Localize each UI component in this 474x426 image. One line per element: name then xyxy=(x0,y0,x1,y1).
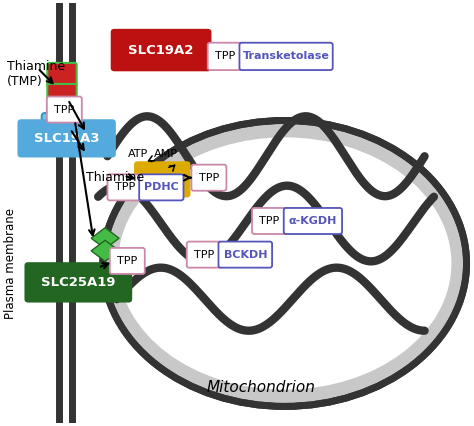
Text: AMP: AMP xyxy=(154,149,178,159)
Text: Mitochondrion: Mitochondrion xyxy=(207,380,316,395)
Text: Plasma membrane: Plasma membrane xyxy=(4,208,17,319)
FancyBboxPatch shape xyxy=(42,113,80,143)
FancyBboxPatch shape xyxy=(111,29,211,71)
FancyBboxPatch shape xyxy=(47,84,77,107)
FancyBboxPatch shape xyxy=(252,208,287,234)
FancyBboxPatch shape xyxy=(139,174,183,200)
FancyBboxPatch shape xyxy=(208,43,243,70)
FancyBboxPatch shape xyxy=(191,164,227,191)
Text: TPP: TPP xyxy=(194,250,214,259)
FancyBboxPatch shape xyxy=(239,43,333,70)
Text: Thiamine: Thiamine xyxy=(86,171,145,184)
FancyBboxPatch shape xyxy=(47,97,82,123)
Text: α-KGDH: α-KGDH xyxy=(289,216,337,226)
Text: TPP: TPP xyxy=(54,104,74,115)
Text: TPP: TPP xyxy=(199,173,219,183)
Text: TPP: TPP xyxy=(117,256,137,266)
FancyBboxPatch shape xyxy=(284,208,342,234)
Text: SLC25A19: SLC25A19 xyxy=(41,276,116,289)
Text: SLC19A2: SLC19A2 xyxy=(128,43,194,57)
FancyBboxPatch shape xyxy=(47,63,77,86)
Text: BCKDH: BCKDH xyxy=(224,250,267,259)
Polygon shape xyxy=(91,240,119,262)
FancyBboxPatch shape xyxy=(187,242,222,268)
Ellipse shape xyxy=(103,121,466,406)
Text: TPP: TPP xyxy=(259,216,280,226)
Text: Transketolase: Transketolase xyxy=(243,52,329,61)
FancyBboxPatch shape xyxy=(25,262,132,302)
FancyBboxPatch shape xyxy=(134,161,191,197)
Polygon shape xyxy=(91,228,119,249)
Text: Thiamine
(TMP): Thiamine (TMP) xyxy=(7,60,65,87)
Text: TPK1: TPK1 xyxy=(143,173,182,186)
FancyBboxPatch shape xyxy=(219,242,272,268)
FancyBboxPatch shape xyxy=(110,248,145,274)
Text: TPP: TPP xyxy=(115,182,135,193)
Text: PDHC: PDHC xyxy=(144,182,179,193)
FancyBboxPatch shape xyxy=(18,119,116,158)
Text: TPP: TPP xyxy=(215,52,236,61)
Text: SLC19A3: SLC19A3 xyxy=(34,132,100,145)
FancyBboxPatch shape xyxy=(108,174,143,200)
Ellipse shape xyxy=(118,137,451,390)
Text: ATP: ATP xyxy=(128,149,148,159)
